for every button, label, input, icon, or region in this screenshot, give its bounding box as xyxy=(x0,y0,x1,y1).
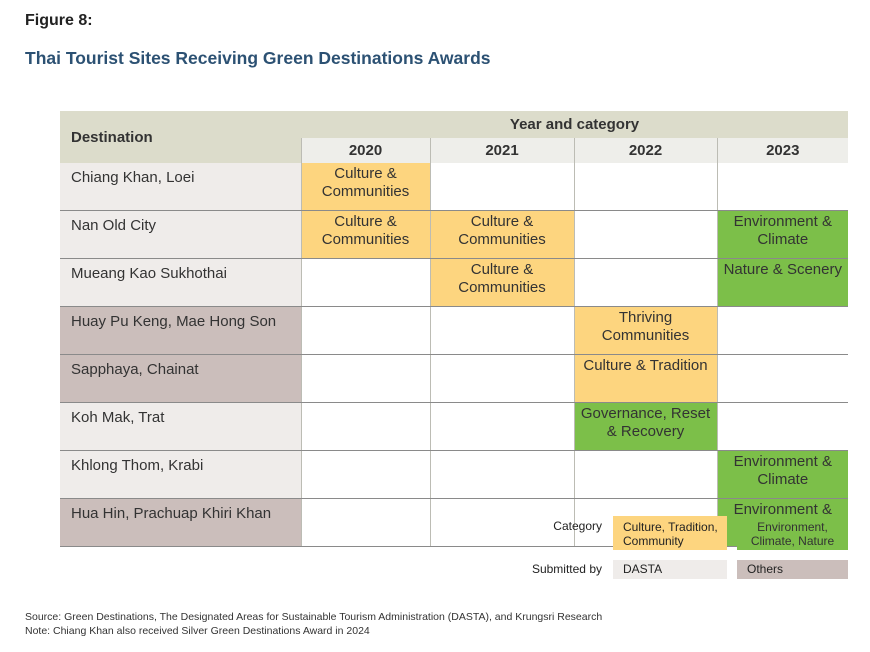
table-row: Khlong Thom, Krabi Environment & Climate xyxy=(60,450,849,499)
award-cell: Environment & Climate xyxy=(716,450,849,499)
award-cell xyxy=(573,258,717,307)
table-body: Chiang Khan, Loei Culture & Communities Na… xyxy=(60,163,849,547)
year-header: 2022 xyxy=(573,138,717,163)
legend-submitted-label: Submitted by xyxy=(531,562,602,576)
table-row: Sapphaya, Chainat Culture & Tradition xyxy=(60,354,849,403)
destination-cell: Sapphaya, Chainat xyxy=(60,354,301,403)
award-cell xyxy=(300,354,430,403)
award-cell xyxy=(716,163,849,211)
award-cell: Nature & Scenery xyxy=(716,258,849,307)
award-cell xyxy=(716,402,849,451)
award-cell xyxy=(429,163,574,211)
award-cell xyxy=(429,402,574,451)
destination-cell: Chiang Khan, Loei xyxy=(60,163,301,211)
table-row: Huay Pu Keng, Mae Hong Son Thriving Commu… xyxy=(60,306,849,355)
award-cell xyxy=(300,306,430,355)
table-row: Koh Mak, Trat Governance, Reset & Recover… xyxy=(60,402,849,451)
figure-title: Thai Tourist Sites Receiving Green Desti… xyxy=(25,48,491,68)
award-cell: Culture & Communities xyxy=(429,258,574,307)
table-row: Mueang Kao Sukhothai Culture & Communitie… xyxy=(60,258,849,307)
table-row: Hua Hin, Prachuap Khiri Khan Environment … xyxy=(60,498,849,547)
destination-cell: Mueang Kao Sukhothai xyxy=(60,258,301,307)
award-cell xyxy=(573,450,717,499)
destination-cell: Hua Hin, Prachuap Khiri Khan xyxy=(60,498,301,547)
award-cell xyxy=(300,450,430,499)
award-cell: Culture & Communities xyxy=(300,210,430,259)
legend-environment: Environment, Climate, Nature xyxy=(737,516,848,550)
source-note: Source: Green Destinations, The Designat… xyxy=(25,611,603,623)
year-category-header: Year and category xyxy=(301,111,849,138)
award-cell: Thriving Communities xyxy=(573,306,717,355)
award-cell: Culture & Tradition xyxy=(573,354,717,403)
footnote: Note: Chiang Khan also received Silver G… xyxy=(25,625,370,637)
destination-cell: Huay Pu Keng, Mae Hong Son xyxy=(60,306,301,355)
year-header: 2021 xyxy=(429,138,574,163)
legend-culture: Culture, Tradition, Community xyxy=(613,516,727,550)
award-cell xyxy=(429,306,574,355)
destination-header: Destination xyxy=(60,111,301,163)
notes: Source: Green Destinations, The Designat… xyxy=(25,610,602,638)
destination-cell: Koh Mak, Trat xyxy=(60,402,301,451)
legend-category-label: Category xyxy=(553,519,602,533)
awards-table: Destination Year and category 2020 2021 … xyxy=(60,111,849,547)
destination-cell: Nan Old City xyxy=(60,210,301,259)
award-cell: Culture & Communities xyxy=(300,163,430,211)
figure-label: Figure 8: xyxy=(25,12,93,29)
award-cell xyxy=(429,354,574,403)
award-cell xyxy=(573,163,717,211)
year-header: 2020 xyxy=(300,138,430,163)
legend-others: Others xyxy=(737,560,848,579)
award-cell xyxy=(429,498,574,547)
year-header: 2023 xyxy=(716,138,849,163)
award-cell xyxy=(300,258,430,307)
award-cell xyxy=(573,210,717,259)
award-cell xyxy=(300,402,430,451)
legend-dasta: DASTA xyxy=(613,560,727,579)
award-cell: Culture & Communities xyxy=(429,210,574,259)
award-cell xyxy=(429,450,574,499)
award-cell xyxy=(300,498,430,547)
award-cell xyxy=(716,354,849,403)
award-cell xyxy=(716,306,849,355)
destination-cell: Khlong Thom, Krabi xyxy=(60,450,301,499)
table-row: Nan Old City Culture & Communities Culture… xyxy=(60,210,849,259)
award-cell: Environment & Climate xyxy=(716,210,849,259)
award-cell: Governance, Reset & Recovery xyxy=(573,402,717,451)
table-row: Chiang Khan, Loei Culture & Communities xyxy=(60,163,849,211)
